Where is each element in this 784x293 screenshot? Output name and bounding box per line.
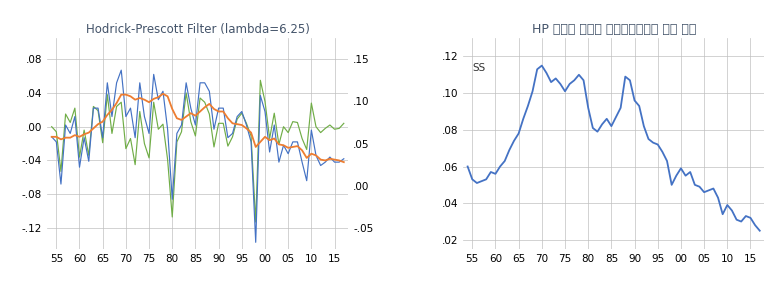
- gdp_real_rate: [195, 81, 205, 85]
- Title: HP 필터를 적용한 실질경제성장률 추세 흐름: HP 필터를 적용한 실질경제성장률 추세 흐름: [532, 23, 696, 35]
- Trend: [158, 92, 168, 96]
- Cycle: [233, 117, 242, 121]
- gdp_real_rate: [117, 68, 126, 72]
- Cycle: [191, 134, 200, 138]
- Cycle: [339, 122, 349, 125]
- Trend: [47, 135, 56, 139]
- Trend: [241, 127, 251, 130]
- Trend: [172, 117, 182, 120]
- Cycle: [256, 79, 265, 82]
- Trend: [195, 110, 205, 113]
- Trend: [214, 110, 223, 113]
- gdp_real_rate: [237, 110, 246, 113]
- Cycle: [168, 215, 177, 219]
- Cycle: [209, 145, 219, 149]
- gdp_real_rate: [172, 132, 182, 135]
- gdp_real_rate: [84, 159, 93, 163]
- Cycle: [251, 220, 260, 224]
- Title: Hodrick-Prescott Filter (lambda=6.25): Hodrick-Prescott Filter (lambda=6.25): [85, 23, 310, 35]
- Cycle: [47, 125, 56, 128]
- Trend: [84, 131, 93, 134]
- Trend: [237, 123, 246, 127]
- gdp_real_rate: [339, 157, 349, 161]
- Cycle: [237, 111, 246, 115]
- Line: Cycle: Cycle: [52, 80, 344, 222]
- gdp_real_rate: [47, 135, 56, 139]
- gdp_real_rate: [251, 241, 260, 244]
- Cycle: [84, 154, 93, 157]
- gdp_real_rate: [214, 106, 223, 110]
- gdp_real_rate: [241, 123, 251, 127]
- Line: gdp_real_rate: gdp_real_rate: [52, 70, 344, 242]
- Trend: [339, 160, 349, 164]
- Line: Trend: Trend: [52, 94, 344, 162]
- Text: SS: SS: [472, 63, 485, 74]
